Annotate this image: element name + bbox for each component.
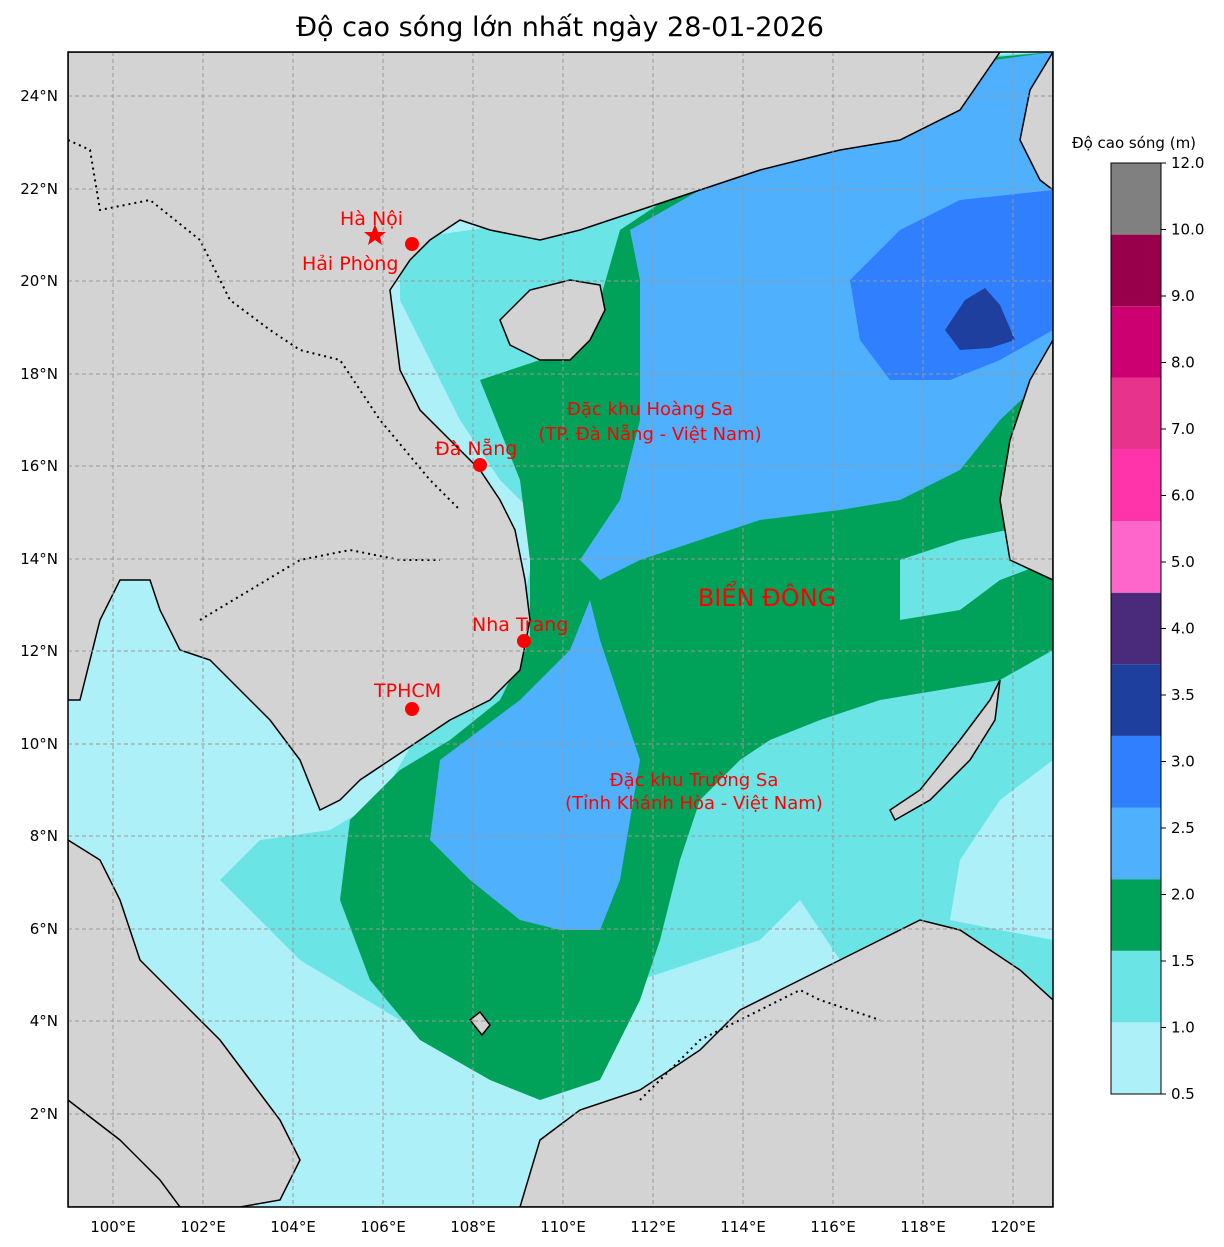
colorbar: 0.5 1.0 1.5 2.0 2.5 3.0 3.5 4.0 5.0 6.0 7.0 8.0 9.0 1… (1110, 154, 1204, 1103)
colorbar-swatch (1111, 950, 1161, 1023)
colorbar-swatch (1111, 592, 1161, 665)
lon-tick: 102°E (180, 1218, 226, 1236)
lat-tick: 14°N (20, 550, 58, 568)
land-malay-peninsula (68, 839, 301, 1207)
land-luzon (999, 338, 1053, 581)
label-bien-dong: BIỂN ĐÔNG (698, 580, 836, 612)
lon-tick: 114°E (720, 1218, 766, 1236)
land-hainan (499, 279, 606, 361)
colorbar-level-label: 0.5 (1171, 1085, 1195, 1103)
colorbar-swatch (1111, 521, 1161, 593)
lon-tick: 112°E (630, 1218, 676, 1236)
lat-tick: 16°N (20, 457, 58, 475)
colorbar-level-label: 3.0 (1171, 753, 1195, 771)
colorbar-level-label: 2.0 (1171, 886, 1195, 904)
colorbar-level-label: 4.0 (1171, 620, 1195, 638)
label-truong-sa-2: (Tỉnh Khánh Hòa - Việt Nam) (565, 793, 823, 814)
nhatrang-dot-marker (517, 634, 531, 648)
lon-tick: 106°E (360, 1218, 406, 1236)
map-area: Hà Nội Hải Phòng Đà Nẵng Nha Trang TPHCM… (68, 52, 1053, 1207)
lat-tick: 10°N (20, 735, 58, 753)
colorbar-level-label: 2.5 (1171, 819, 1195, 837)
lon-tick: 100°E (90, 1218, 136, 1236)
lon-tick: 104°E (270, 1218, 316, 1236)
wave-band-3-3.5 (945, 288, 1015, 350)
colorbar-level-label: 10.0 (1171, 221, 1204, 239)
land-borneo (519, 919, 1053, 1207)
label-truong-sa-1: Đặc khu Trường Sa (610, 770, 779, 791)
colorbar-level-label: 7.0 (1171, 420, 1195, 438)
colorbar-swatch (1111, 449, 1161, 522)
colorbar-level-label: 8.0 (1171, 354, 1195, 372)
haiphong-dot-marker (405, 237, 419, 251)
lat-tick-labels: 2°N 4°N 6°N 8°N 10°N 12°N 14°N 16°N 18°N… (20, 87, 58, 1123)
colorbar-swatch (1111, 664, 1161, 736)
lon-tick: 110°E (540, 1218, 586, 1236)
lon-tick: 118°E (900, 1218, 946, 1236)
lon-tick: 108°E (450, 1218, 496, 1236)
colorbar-swatch (1111, 377, 1161, 450)
lat-tick: 18°N (20, 365, 58, 383)
lon-tick: 116°E (810, 1218, 856, 1236)
lon-tick-labels: 100°E 102°E 104°E 106°E 108°E 110°E 112°… (90, 1218, 1036, 1236)
wave-band-2-2.5-north (580, 52, 1053, 580)
border-dotted-3 (639, 988, 881, 1101)
danang-dot-marker (473, 458, 487, 472)
colorbar-level-label: 3.5 (1171, 686, 1195, 704)
colorbar-swatch (1111, 163, 1161, 235)
label-danang: Đà Nẵng (435, 437, 517, 460)
colorbar-swatch (1111, 234, 1161, 307)
wave-band-2-2.5-south (430, 600, 640, 930)
tphcm-dot-marker (405, 702, 419, 716)
hanoi-star-marker (364, 224, 386, 245)
lat-tick: 12°N (20, 642, 58, 660)
colorbar-level-label: 1.0 (1171, 1019, 1195, 1037)
land-sumatra (68, 1099, 181, 1207)
colorbar-level-label: 6.0 (1171, 487, 1195, 505)
colorbar-swatch (1111, 807, 1161, 880)
label-nhatrang: Nha Trang (472, 614, 568, 636)
colorbar-level-label: 9.0 (1171, 287, 1195, 305)
border-dotted-2 (199, 548, 440, 621)
colorbar-swatch (1111, 1022, 1161, 1094)
label-hoang-sa-2: (TP. Đà Nẵng - Việt Nam) (538, 424, 761, 445)
land-mainland-north (68, 52, 1001, 812)
colorbar-swatch (1111, 306, 1161, 378)
colorbar-level-label: 12.0 (1171, 154, 1204, 172)
lat-tick: 2°N (30, 1105, 58, 1123)
colorbar-level-label: 1.5 (1171, 952, 1195, 970)
colorbar-title: Độ cao sóng (m) (1072, 134, 1196, 152)
map-frame (67, 51, 1054, 1208)
label-hoang-sa-1: Đặc khu Hoàng Sa (567, 399, 733, 420)
land-taiwan (1019, 52, 1053, 191)
lat-tick: 4°N (30, 1012, 58, 1030)
lon-tick: 120°E (990, 1218, 1036, 1236)
gridlines (68, 52, 1053, 1207)
label-hanoi: Hà Nội (340, 208, 403, 230)
lat-tick: 20°N (20, 272, 58, 290)
lat-tick: 22°N (20, 180, 58, 198)
lat-tick: 24°N (20, 87, 58, 105)
land-natuna (468, 1010, 491, 1037)
land-palawan (889, 679, 1001, 822)
colorbar-level-label: 5.0 (1171, 553, 1195, 571)
map-title: Độ cao sóng lớn nhất ngày 28-01-2026 (296, 12, 824, 43)
label-tphcm: TPHCM (373, 680, 441, 702)
label-haiphong: Hải Phòng (302, 253, 398, 275)
colorbar-swatch (1111, 879, 1161, 951)
lat-tick: 8°N (30, 827, 58, 845)
colorbar-swatch (1111, 735, 1161, 808)
lat-tick: 6°N (30, 920, 58, 938)
